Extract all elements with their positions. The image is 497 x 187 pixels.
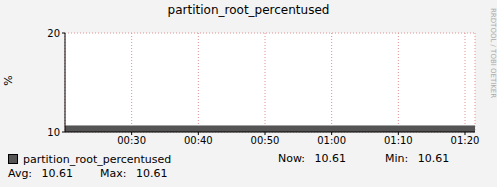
- svg-text:20: 20: [47, 28, 60, 39]
- html-text:RRDTOOL / TOBI OETIKER: RRDTOOL / TOBI OETIKER: [489, 8, 497, 99]
- svg-text:01:10: 01:10: [384, 135, 413, 146]
- html-text:Now:: Now:: [278, 152, 306, 165]
- html-text:10.61: 10.61: [314, 152, 347, 165]
- html-text:partition_root_percentused: partition_root_percentused: [23, 152, 172, 166]
- html-text:Max:: Max:: [100, 167, 127, 180]
- html-text:10.61: 10.61: [41, 167, 74, 180]
- html-text:10.61: 10.61: [136, 167, 168, 180]
- svg-text:01:00: 01:00: [317, 135, 346, 146]
- svg-text:01:20: 01:20: [451, 135, 480, 146]
- svg-text:10: 10: [47, 127, 60, 138]
- svg-text:00:50: 00:50: [251, 135, 280, 146]
- html-text:Avg:: Avg:: [8, 167, 33, 180]
- svg-text:00:30: 00:30: [117, 135, 146, 146]
- svg-text:00:40: 00:40: [184, 135, 213, 146]
- html-text:partition_root_percentused: partition_root_percentused: [167, 3, 330, 17]
- html-text:10.61: 10.61: [417, 152, 450, 165]
- html-text:Min:: Min:: [385, 152, 409, 165]
